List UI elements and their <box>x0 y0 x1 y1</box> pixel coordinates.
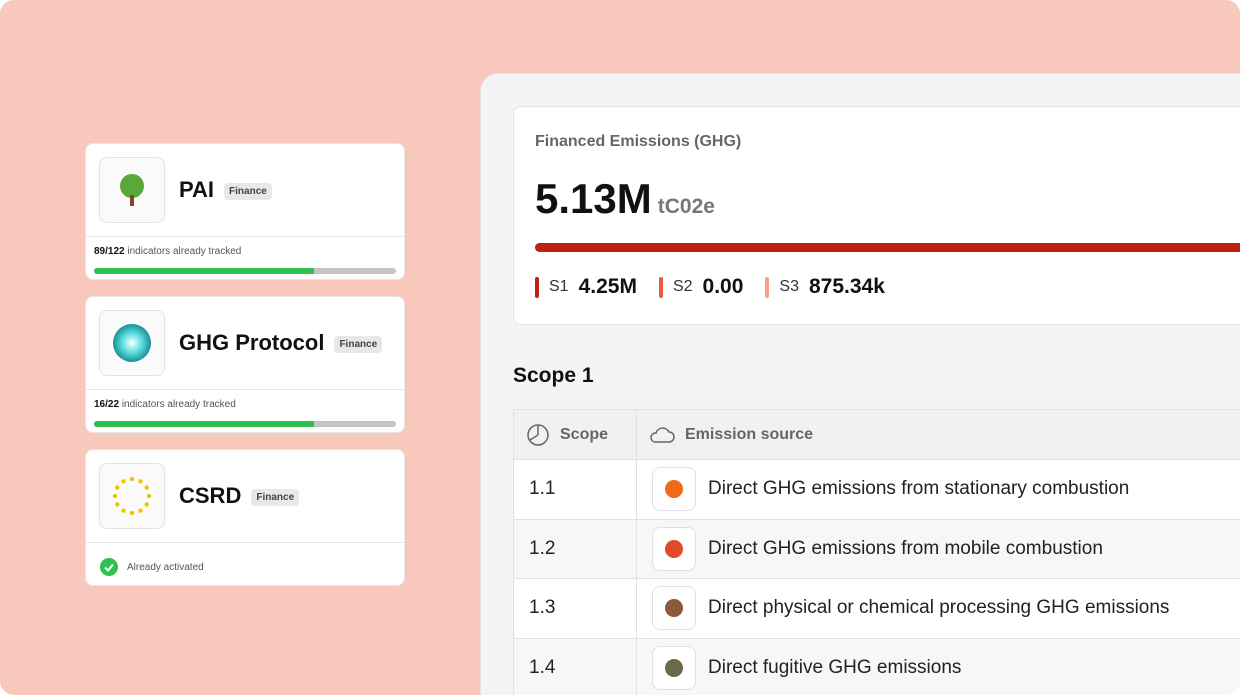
header-cell: Emission source <box>636 409 1240 460</box>
total-value: 5.13M <box>535 175 652 222</box>
emission-bar <box>535 243 1240 252</box>
name: CSRD <box>179 483 242 508</box>
source-icon <box>652 526 696 571</box>
scope-cell: 1.4 <box>513 637 637 695</box>
scope: S2 0.00 <box>658 275 744 299</box>
scope-label: S1 <box>549 278 569 295</box>
scope-value: 4.25M <box>578 275 637 298</box>
count: 16/22 <box>94 399 120 410</box>
scope-cell: 1.3 <box>513 578 637 639</box>
star <box>144 502 149 507</box>
star <box>112 493 118 499</box>
scope: S1 4.25M <box>535 275 637 299</box>
section-title: Scope 1 <box>513 364 594 387</box>
tag: Finance <box>251 488 300 506</box>
source-icon <box>652 586 696 631</box>
status: 89/122 indicators already tracked <box>94 246 241 257</box>
scope-label: S2 <box>672 278 693 295</box>
table-row[interactable]: 1.2 Direct GHG emissions from mobile comb… <box>513 518 1240 579</box>
star <box>138 508 143 513</box>
scope: S3 875.34k <box>765 275 885 299</box>
star <box>146 493 152 499</box>
star <box>121 508 126 513</box>
framework-card[interactable]: CSRD Finance Already activated <box>85 449 405 586</box>
source-text: Direct fugitive GHG emissions <box>708 656 962 678</box>
summary-card: Financed Emissions (GHG) 5.13M tC02e S1 4.… <box>513 106 1240 325</box>
scope-cell: 1.2 <box>513 518 637 579</box>
scope-value: 875.34k <box>808 275 885 298</box>
eu-icon <box>99 463 165 529</box>
total: 5.13M tC02e <box>535 175 715 223</box>
header-cell: Scope <box>513 409 637 460</box>
globe-icon <box>99 310 165 376</box>
source-cell: Direct fugitive GHG emissions <box>636 637 1240 695</box>
star <box>144 485 149 490</box>
source-cell: Direct GHG emissions from stationary com… <box>636 459 1240 520</box>
tag: Finance <box>224 182 272 200</box>
name: GHG Protocol <box>179 330 325 355</box>
status-text: indicators already tracked <box>127 246 242 257</box>
panel: Financed Emissions (GHG) 5.13M tC02e S1 4.… <box>480 73 1240 695</box>
framework-name: GHG Protocol Finance <box>179 330 383 356</box>
status-text: Already activated <box>127 561 204 573</box>
scope-value: 0.00 <box>702 275 744 298</box>
status: Already activated <box>100 558 204 576</box>
source-cell: Direct GHG emissions from mobile combust… <box>636 518 1240 579</box>
scope-label: S3 <box>779 278 799 295</box>
star <box>115 485 120 490</box>
header-text: Emission source <box>685 425 814 443</box>
framework-card[interactable]: PAI Finance 89/122 indicators already tra… <box>85 143 405 280</box>
star <box>115 502 120 507</box>
divider <box>86 542 404 543</box>
divider <box>86 236 404 237</box>
progress-track <box>94 421 396 427</box>
table-row[interactable]: 1.1 Direct GHG emissions from stationary … <box>513 459 1240 520</box>
framework-name: PAI Finance <box>179 177 272 203</box>
tree-icon <box>99 157 165 223</box>
source-text: Direct GHG emissions from stationary com… <box>708 478 1130 500</box>
divider <box>86 389 404 390</box>
progress-fill <box>94 421 314 427</box>
scope-cell: 1.1 <box>513 459 637 520</box>
status-text: indicators already tracked <box>121 399 236 410</box>
progress-fill <box>94 268 315 274</box>
name: PAI <box>179 177 215 202</box>
framework-name: CSRD Finance <box>179 483 300 509</box>
source-text: Direct physical or chemical processing G… <box>708 597 1170 619</box>
star <box>129 510 135 516</box>
source-icon <box>652 645 696 690</box>
framework-card[interactable]: GHG Protocol Finance 16/22 indicators alr… <box>85 296 405 433</box>
count: 89/122 <box>94 246 125 257</box>
summary-title: Financed Emissions (GHG) <box>535 133 742 150</box>
table: Scope Emission source 1.1 Direct GHG emis… <box>513 409 1240 695</box>
progress-track <box>94 268 396 274</box>
source-cell: Direct physical or chemical processing G… <box>636 578 1240 639</box>
star <box>129 476 135 482</box>
source-text: Direct GHG emissions from mobile combust… <box>708 537 1103 559</box>
unit: tC02e <box>657 195 715 218</box>
status: 16/22 indicators already tracked <box>94 399 236 410</box>
star <box>121 479 126 484</box>
source-icon <box>652 467 696 512</box>
header-text: Scope <box>560 425 609 443</box>
table-row[interactable]: 1.3 Direct physical or chemical processin… <box>513 578 1240 639</box>
scope-list: S1 4.25M S2 0.00 S3 875.34k <box>535 275 885 299</box>
table-row[interactable]: 1.4 Direct fugitive GHG emissions <box>513 637 1240 695</box>
tag: Finance <box>334 335 383 353</box>
star <box>138 479 143 484</box>
